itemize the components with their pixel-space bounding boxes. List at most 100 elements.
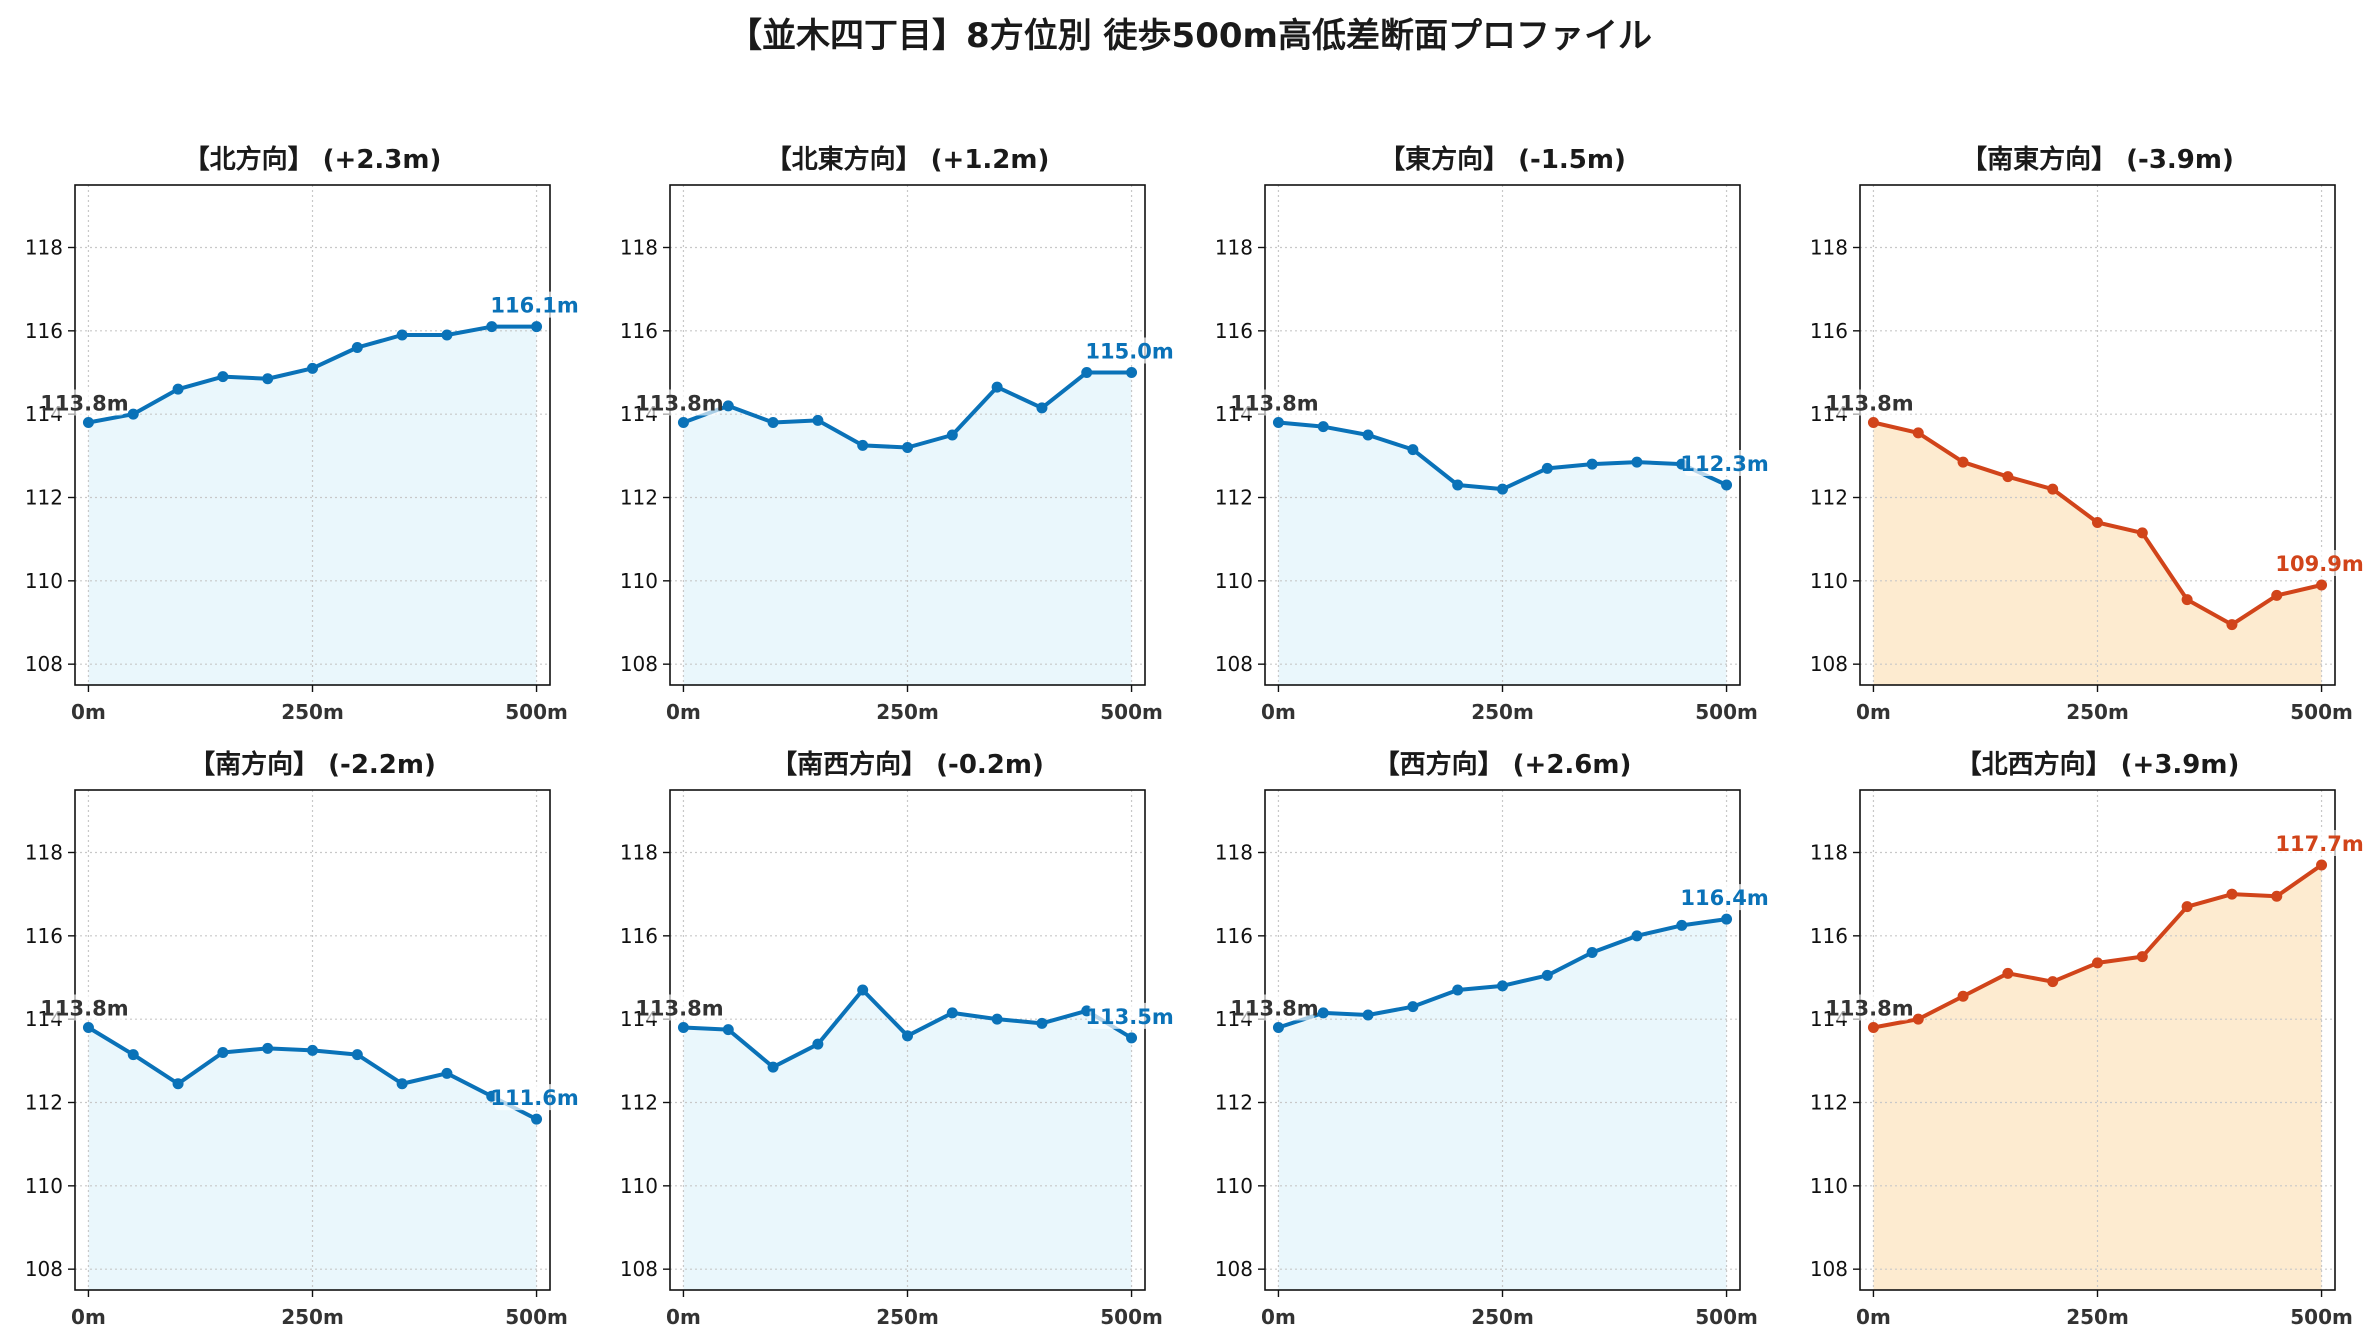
data-point [1957,456,1969,468]
data-point [2181,594,2193,606]
end-label: 109.9m [2275,552,2363,576]
x-tick-label: 0m [71,700,106,724]
data-point [2047,976,2059,988]
chart-title: 【北方向】 (+2.3m) [184,144,442,175]
y-tick-label: 108 [1810,1257,1848,1281]
data-point [217,371,229,383]
data-point [1272,1022,1284,1033]
y-tick-label: 108 [620,652,658,676]
data-point [127,1049,139,1061]
start-label-bg [1236,389,1315,416]
data-point [2226,619,2238,631]
end-label-bg [1684,884,1767,911]
y-tick-label: 116 [25,319,63,343]
y-tick-label: 118 [25,236,63,260]
y-tick-label: 118 [620,841,658,865]
area-fill [683,372,1132,685]
start-label-bg [46,994,125,1021]
data-point [991,381,1003,393]
data-point [1586,458,1598,470]
data-point [1676,458,1688,470]
y-tick-label: 110 [25,569,63,593]
x-tick-label: 250m [281,1305,344,1329]
y-tick-label: 112 [620,1091,658,1115]
data-point [2092,957,2103,969]
data-point [1317,1007,1329,1019]
x-tick-label: 250m [1471,1305,1534,1329]
y-tick-label: 118 [620,236,658,260]
data-point [2002,967,2014,979]
data-point [2047,483,2059,495]
x-tick-label: 500m [2290,700,2353,724]
data-point [172,383,184,395]
data-point [1676,919,1688,931]
x-tick-label: 500m [1695,700,1758,724]
start-label: 113.8m [40,392,128,416]
data-point [172,1078,184,1090]
x-tick-label: 500m [1100,1305,1163,1329]
end-label-bg [2279,830,2362,856]
y-tick-label: 118 [1810,841,1848,865]
data-point [1586,947,1598,958]
y-tick-label: 118 [1215,841,1253,865]
data-point [1317,421,1329,433]
data-point [1867,417,1879,428]
data-point [396,1078,408,1090]
chart-title: 【南方向】 (-2.2m) [189,749,436,780]
data-point [1452,984,1464,996]
data-point [1957,990,1969,1002]
data-point [1541,969,1553,981]
x-tick-label: 250m [876,700,939,724]
start-label-bg [641,389,720,416]
data-point [1407,1001,1419,1013]
data-point [217,1047,229,1058]
y-tick-label: 118 [25,841,63,865]
data-point [1721,913,1733,925]
data-point [2271,890,2283,902]
start-label: 113.8m [40,997,128,1021]
start-label-bg [46,389,125,416]
x-tick-label: 0m [666,700,701,724]
data-point [946,1007,958,1019]
y-tick-label: 108 [1215,1257,1253,1281]
y-tick-label: 110 [620,1174,658,1198]
data-point [1631,456,1643,468]
area-fill [1873,865,2322,1290]
data-point [441,329,453,341]
data-point [1407,444,1419,456]
data-point [2316,579,2328,591]
data-point [2181,901,2193,913]
data-point [1081,367,1093,378]
start-label: 113.8m [1230,392,1318,416]
end-label: 115.0m [1085,340,1173,364]
end-label: 111.6m [490,1086,578,1110]
y-tick-label: 108 [25,1257,63,1281]
data-point [812,1038,824,1050]
y-tick-label: 112 [25,486,63,510]
data-point [1081,1005,1093,1017]
data-point [767,417,779,428]
data-point [722,1024,734,1036]
data-point [991,1013,1003,1025]
data-point [1721,479,1733,491]
start-label: 113.8m [635,997,723,1021]
y-tick-label: 110 [1215,1174,1253,1198]
data-point [1912,427,1924,439]
data-point [262,1042,274,1054]
x-tick-label: 500m [505,700,568,724]
end-label: 116.4m [1680,886,1768,910]
main-title: 【並木四丁目】8方位別 徒歩500m高低差断面プロファイル [728,16,1652,56]
area-fill [1873,422,2322,685]
x-tick-label: 0m [71,1305,106,1329]
data-point [902,1030,913,1042]
y-tick-label: 108 [25,652,63,676]
data-point [262,373,274,385]
y-tick-label: 112 [1810,486,1848,510]
y-tick-label: 110 [1215,569,1253,593]
